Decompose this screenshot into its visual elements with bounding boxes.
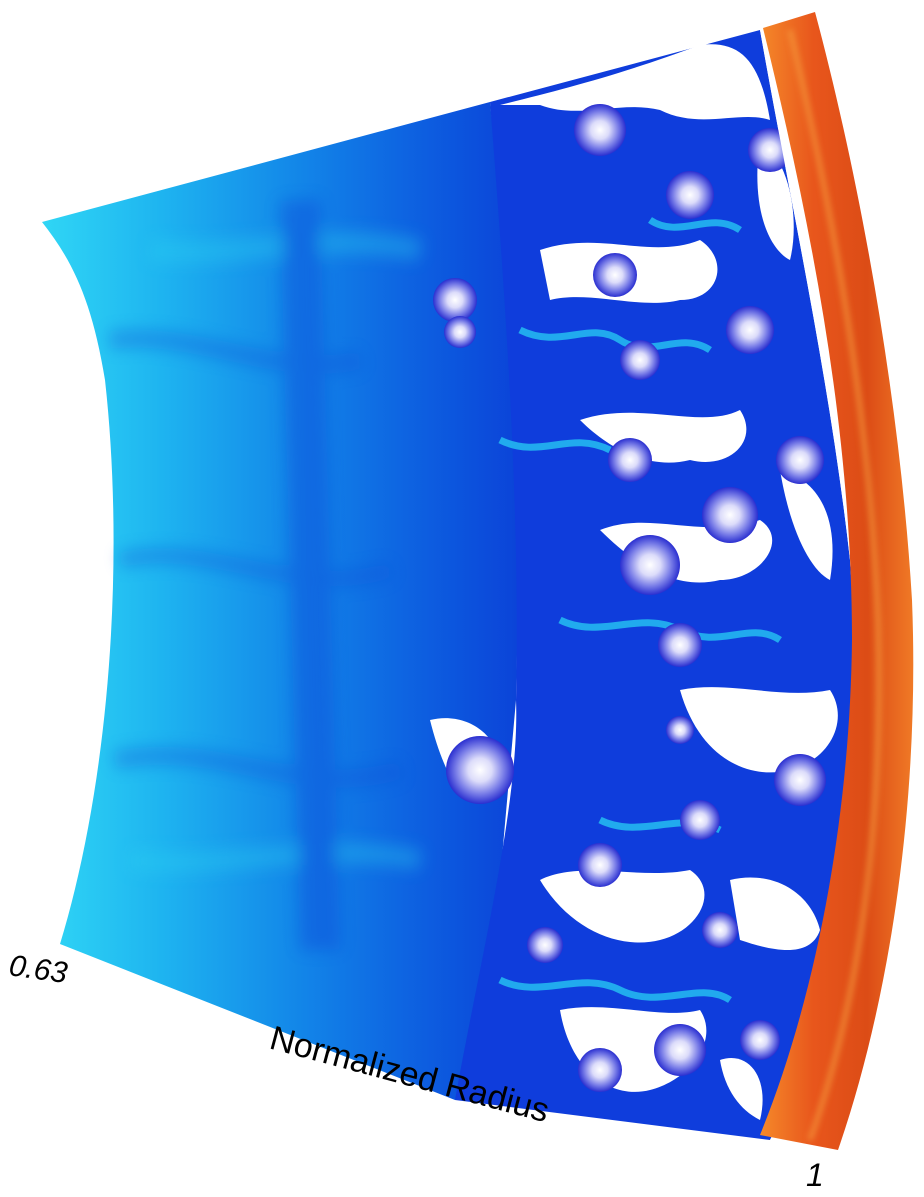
vortices (433, 104, 826, 1092)
outer-shell-highlight (787, 29, 882, 1142)
outer-gap (760, 28, 863, 1140)
outer-shell (760, 12, 914, 1150)
inner-texture (109, 199, 423, 951)
axis-max-label: 1 (806, 1157, 824, 1193)
axis-min-label: 0.63 (7, 949, 70, 990)
